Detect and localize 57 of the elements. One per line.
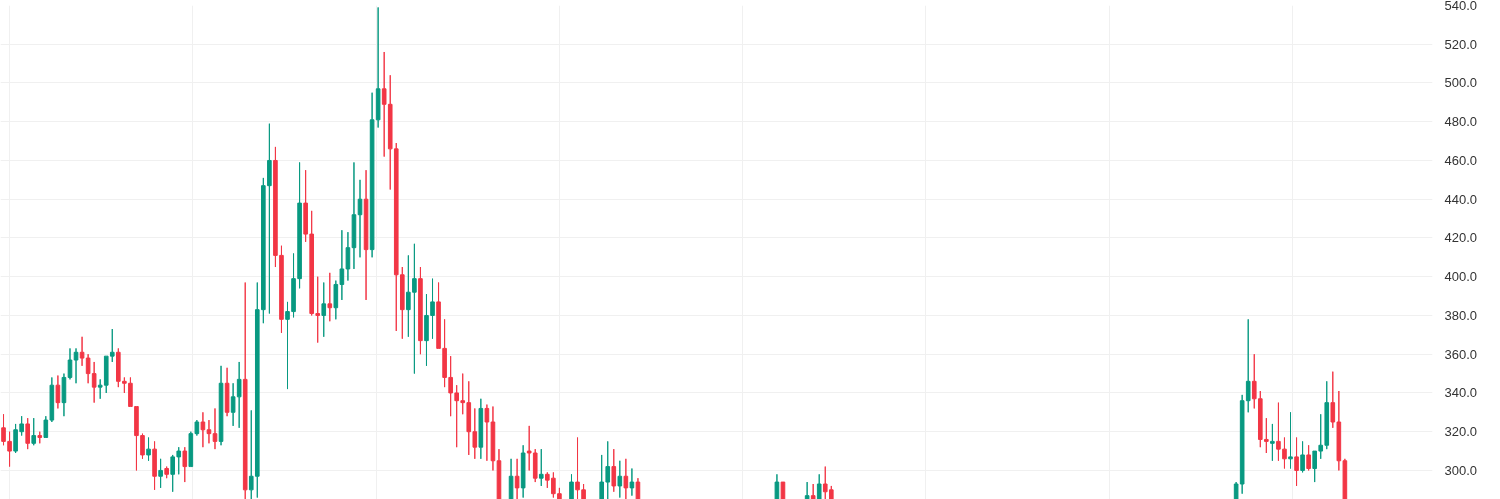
- candlestick: [629, 468, 635, 497]
- candlestick: [67, 347, 73, 380]
- y-tick-label: 400.0: [1444, 269, 1478, 285]
- y-tick-label: 340.0: [1444, 385, 1478, 401]
- y-tick-label: 300.0: [1444, 462, 1478, 478]
- candlestick: [520, 444, 526, 499]
- candlestick: [1288, 411, 1293, 469]
- candlestick: [164, 466, 169, 479]
- candlestick: [804, 481, 810, 499]
- y-tick-label: 360.0: [1444, 346, 1478, 362]
- candlestick: [73, 347, 79, 384]
- candlestick: [418, 266, 423, 355]
- candlestick: [327, 272, 333, 322]
- candlestick: [242, 282, 248, 499]
- candlestick: [351, 161, 357, 270]
- y-tick-label: 500.0: [1444, 75, 1478, 91]
- candlestick: [31, 417, 37, 446]
- candlestick: [496, 448, 502, 499]
- candlestick: [61, 373, 67, 417]
- candlestick: [478, 398, 484, 460]
- y-tick-label: 380.0: [1444, 307, 1478, 323]
- y-tick-label: 320.0: [1444, 424, 1478, 440]
- y-tick-label: 480.0: [1444, 114, 1478, 130]
- candlestick: [218, 365, 224, 446]
- candlestick: [810, 483, 816, 499]
- candlestick: [182, 446, 188, 483]
- y-tick-label: 460.0: [1444, 152, 1478, 168]
- candlestick: [635, 477, 641, 499]
- candlestick: [37, 431, 43, 444]
- candlestick: [538, 448, 544, 487]
- candlestick: [152, 440, 157, 491]
- candlestick: [774, 473, 780, 499]
- y-tick-label: 440.0: [1444, 191, 1478, 207]
- candlestick: [55, 375, 61, 409]
- candlestick: [146, 437, 151, 462]
- candlestick: [623, 458, 629, 499]
- candlestick: [508, 458, 514, 499]
- y-tick-label: 540.0: [1444, 0, 1478, 13]
- candlestick: [816, 473, 822, 499]
- candlestick: [1300, 440, 1305, 473]
- candlestick: [617, 460, 623, 499]
- candlestick: [780, 481, 786, 499]
- candlestick: [1306, 444, 1311, 471]
- candlestick: [611, 448, 617, 493]
- candlestick: [569, 473, 574, 499]
- candlestick: [363, 169, 369, 301]
- candlestick: [321, 282, 327, 338]
- candlestick: [357, 179, 363, 258]
- candlestick: [1270, 423, 1275, 462]
- candlestick: [1294, 437, 1299, 487]
- candlestick: [212, 407, 218, 450]
- candlestick: [25, 417, 30, 450]
- candlestick: [224, 367, 230, 417]
- y-tick-label: 420.0: [1444, 230, 1478, 246]
- candlestick: [514, 458, 520, 499]
- candlestick: [158, 458, 163, 489]
- y-tick-label: 520.0: [1444, 36, 1478, 52]
